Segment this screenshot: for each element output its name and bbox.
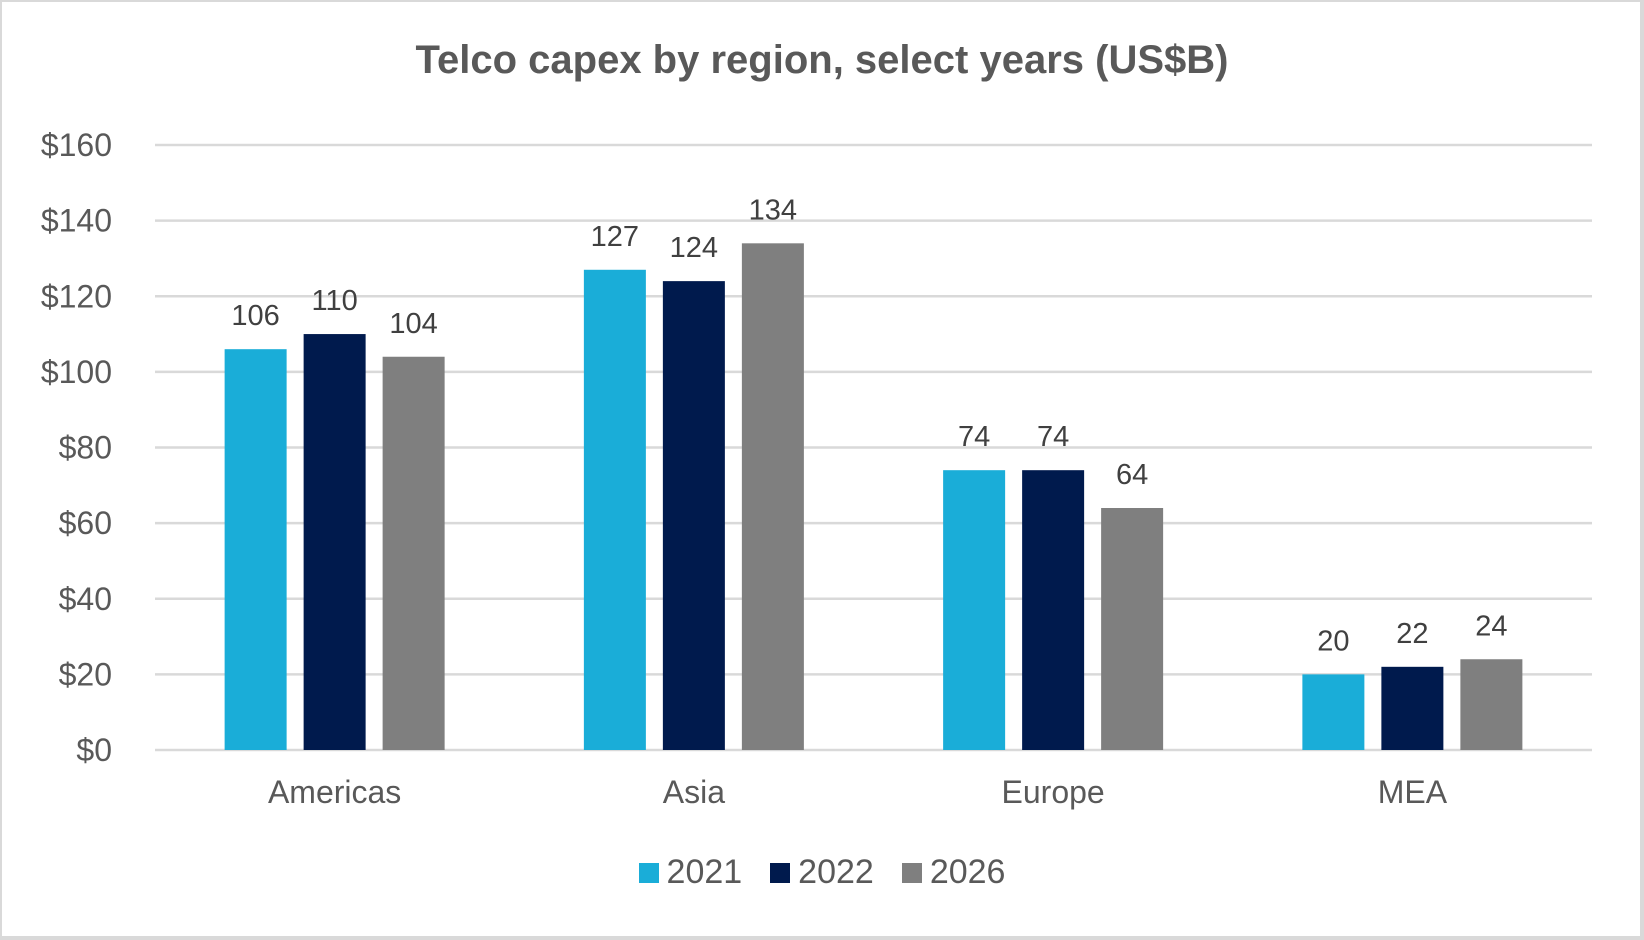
legend-item-2021: 2021 (638, 853, 743, 892)
data-label: 127 (591, 221, 639, 253)
bar-2022-americas (303, 334, 366, 750)
legend-swatch (638, 862, 659, 883)
legend: 2021 2022 2026 (0, 853, 1644, 892)
bar-2021-asia (583, 269, 646, 750)
legend-swatch (770, 862, 791, 883)
legend-item-2026: 2026 (901, 853, 1006, 892)
data-label: 104 (389, 308, 437, 340)
y-tick-label: $20 (59, 656, 112, 692)
data-label: 74 (958, 421, 990, 453)
data-label: 134 (749, 194, 797, 226)
y-tick-label: $120 (41, 278, 112, 314)
y-tick-label: $140 (41, 203, 112, 239)
y-tick-label: $0 (76, 732, 112, 768)
bars (224, 243, 1523, 750)
y-tick-label: $80 (59, 430, 112, 466)
bar-2026-europe (1101, 508, 1164, 750)
data-label: 124 (670, 232, 718, 264)
bar-2021-mea (1302, 674, 1365, 750)
gridlines (155, 143, 1592, 752)
x-category-label: Asia (663, 774, 725, 810)
y-tick-label: $100 (41, 354, 112, 390)
x-category-label: MEA (1378, 774, 1448, 810)
x-category-label: Europe (1002, 774, 1105, 810)
data-label: 22 (1396, 618, 1428, 650)
data-label: 106 (231, 300, 279, 332)
legend-swatch (901, 862, 922, 883)
y-axis-ticks: $0 $20 $40 $60 $80 $100 $120 $140 $160 (41, 127, 112, 768)
bar-2021-americas (224, 349, 287, 750)
x-axis-categories: Americas Asia Europe MEA (268, 774, 1448, 810)
legend-label: 2022 (798, 853, 874, 891)
x-category-label: Americas (268, 774, 401, 810)
bar-2021-europe (943, 470, 1006, 750)
chart-title: Telco capex by region, select years (US$… (415, 38, 1229, 82)
legend-label: 2021 (666, 853, 743, 891)
data-label: 64 (1116, 459, 1148, 491)
data-label: 20 (1317, 625, 1349, 657)
bar-2026-americas (382, 356, 445, 750)
y-tick-label: $160 (41, 127, 112, 163)
legend-item-2022: 2022 (770, 853, 874, 892)
bar-2026-mea (1460, 659, 1523, 750)
bar-2022-asia (662, 281, 725, 750)
data-label: 110 (312, 285, 358, 317)
data-label: 74 (1037, 421, 1069, 453)
y-tick-label: $40 (59, 581, 112, 617)
data-labels: 106 110 104 127 124 134 74 74 64 20 22 24 (231, 194, 1507, 657)
data-label: 24 (1475, 610, 1507, 642)
bar-2026-asia (741, 243, 804, 750)
bar-2022-mea (1381, 666, 1444, 750)
bar-2022-europe (1022, 470, 1085, 750)
legend-label: 2026 (929, 853, 1006, 891)
y-tick-label: $60 (59, 505, 112, 541)
